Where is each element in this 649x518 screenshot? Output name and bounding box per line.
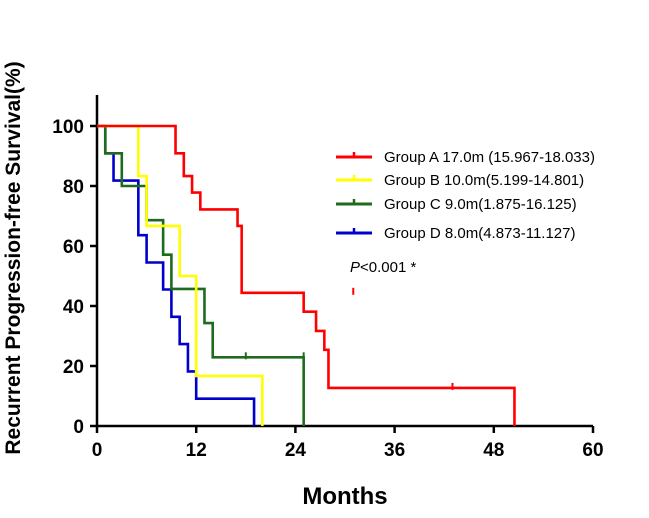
x-tick-label: 12: [186, 440, 207, 461]
x-axis-title: Months: [302, 483, 387, 510]
legend-item-group-c: Group C 9.0m(1.875-16.125): [336, 196, 577, 213]
legend-label: Group D 8.0m(4.873-11.127): [384, 225, 576, 242]
legend-label: Group A 17.0m (15.967-18.033): [384, 149, 595, 166]
y-tick-label: 60: [63, 237, 84, 258]
y-tick-label: 100: [52, 117, 84, 138]
p-value-letter: P: [350, 259, 360, 276]
legend: Group A 17.0m (15.967-18.033) Group B 10.…: [336, 149, 595, 242]
p-value-annotation: P<0.001 *: [350, 259, 416, 276]
x-tick-label: 0: [92, 440, 103, 461]
x-tick-label: 36: [384, 440, 405, 461]
x-tick-label: 48: [483, 440, 504, 461]
survival-curves: [97, 124, 516, 426]
p-value-text: <0.001 *: [360, 259, 416, 276]
censor-marks: [244, 287, 454, 390]
y-tick-label: 40: [63, 297, 84, 318]
y-tick-label: 20: [63, 357, 84, 378]
legend-label: Group B 10.0m(5.199-14.801): [384, 172, 584, 189]
legend-item-group-b: Group B 10.0m(5.199-14.801): [336, 172, 584, 189]
legend-item-group-d: Group D 8.0m(4.873-11.127): [336, 225, 576, 242]
x-tick-label: 24: [285, 440, 307, 461]
group-b-curve: [97, 124, 264, 426]
axis-ticks: 0 12 24 36 48 60 0 20 40 60 80 100: [52, 117, 603, 461]
x-tick-label: 60: [582, 440, 603, 461]
legend-label: Group C 9.0m(1.875-16.125): [384, 196, 577, 213]
y-tick-label: 80: [63, 177, 84, 198]
group-d-curve: [97, 124, 256, 426]
y-axis-title: Recurrent Progression-free Survival(%): [2, 61, 25, 454]
y-tick-label: 0: [73, 417, 84, 438]
group-a-curve: [97, 124, 516, 426]
group-c-curve: [97, 124, 305, 426]
legend-item-group-a: Group A 17.0m (15.967-18.033): [336, 149, 595, 166]
